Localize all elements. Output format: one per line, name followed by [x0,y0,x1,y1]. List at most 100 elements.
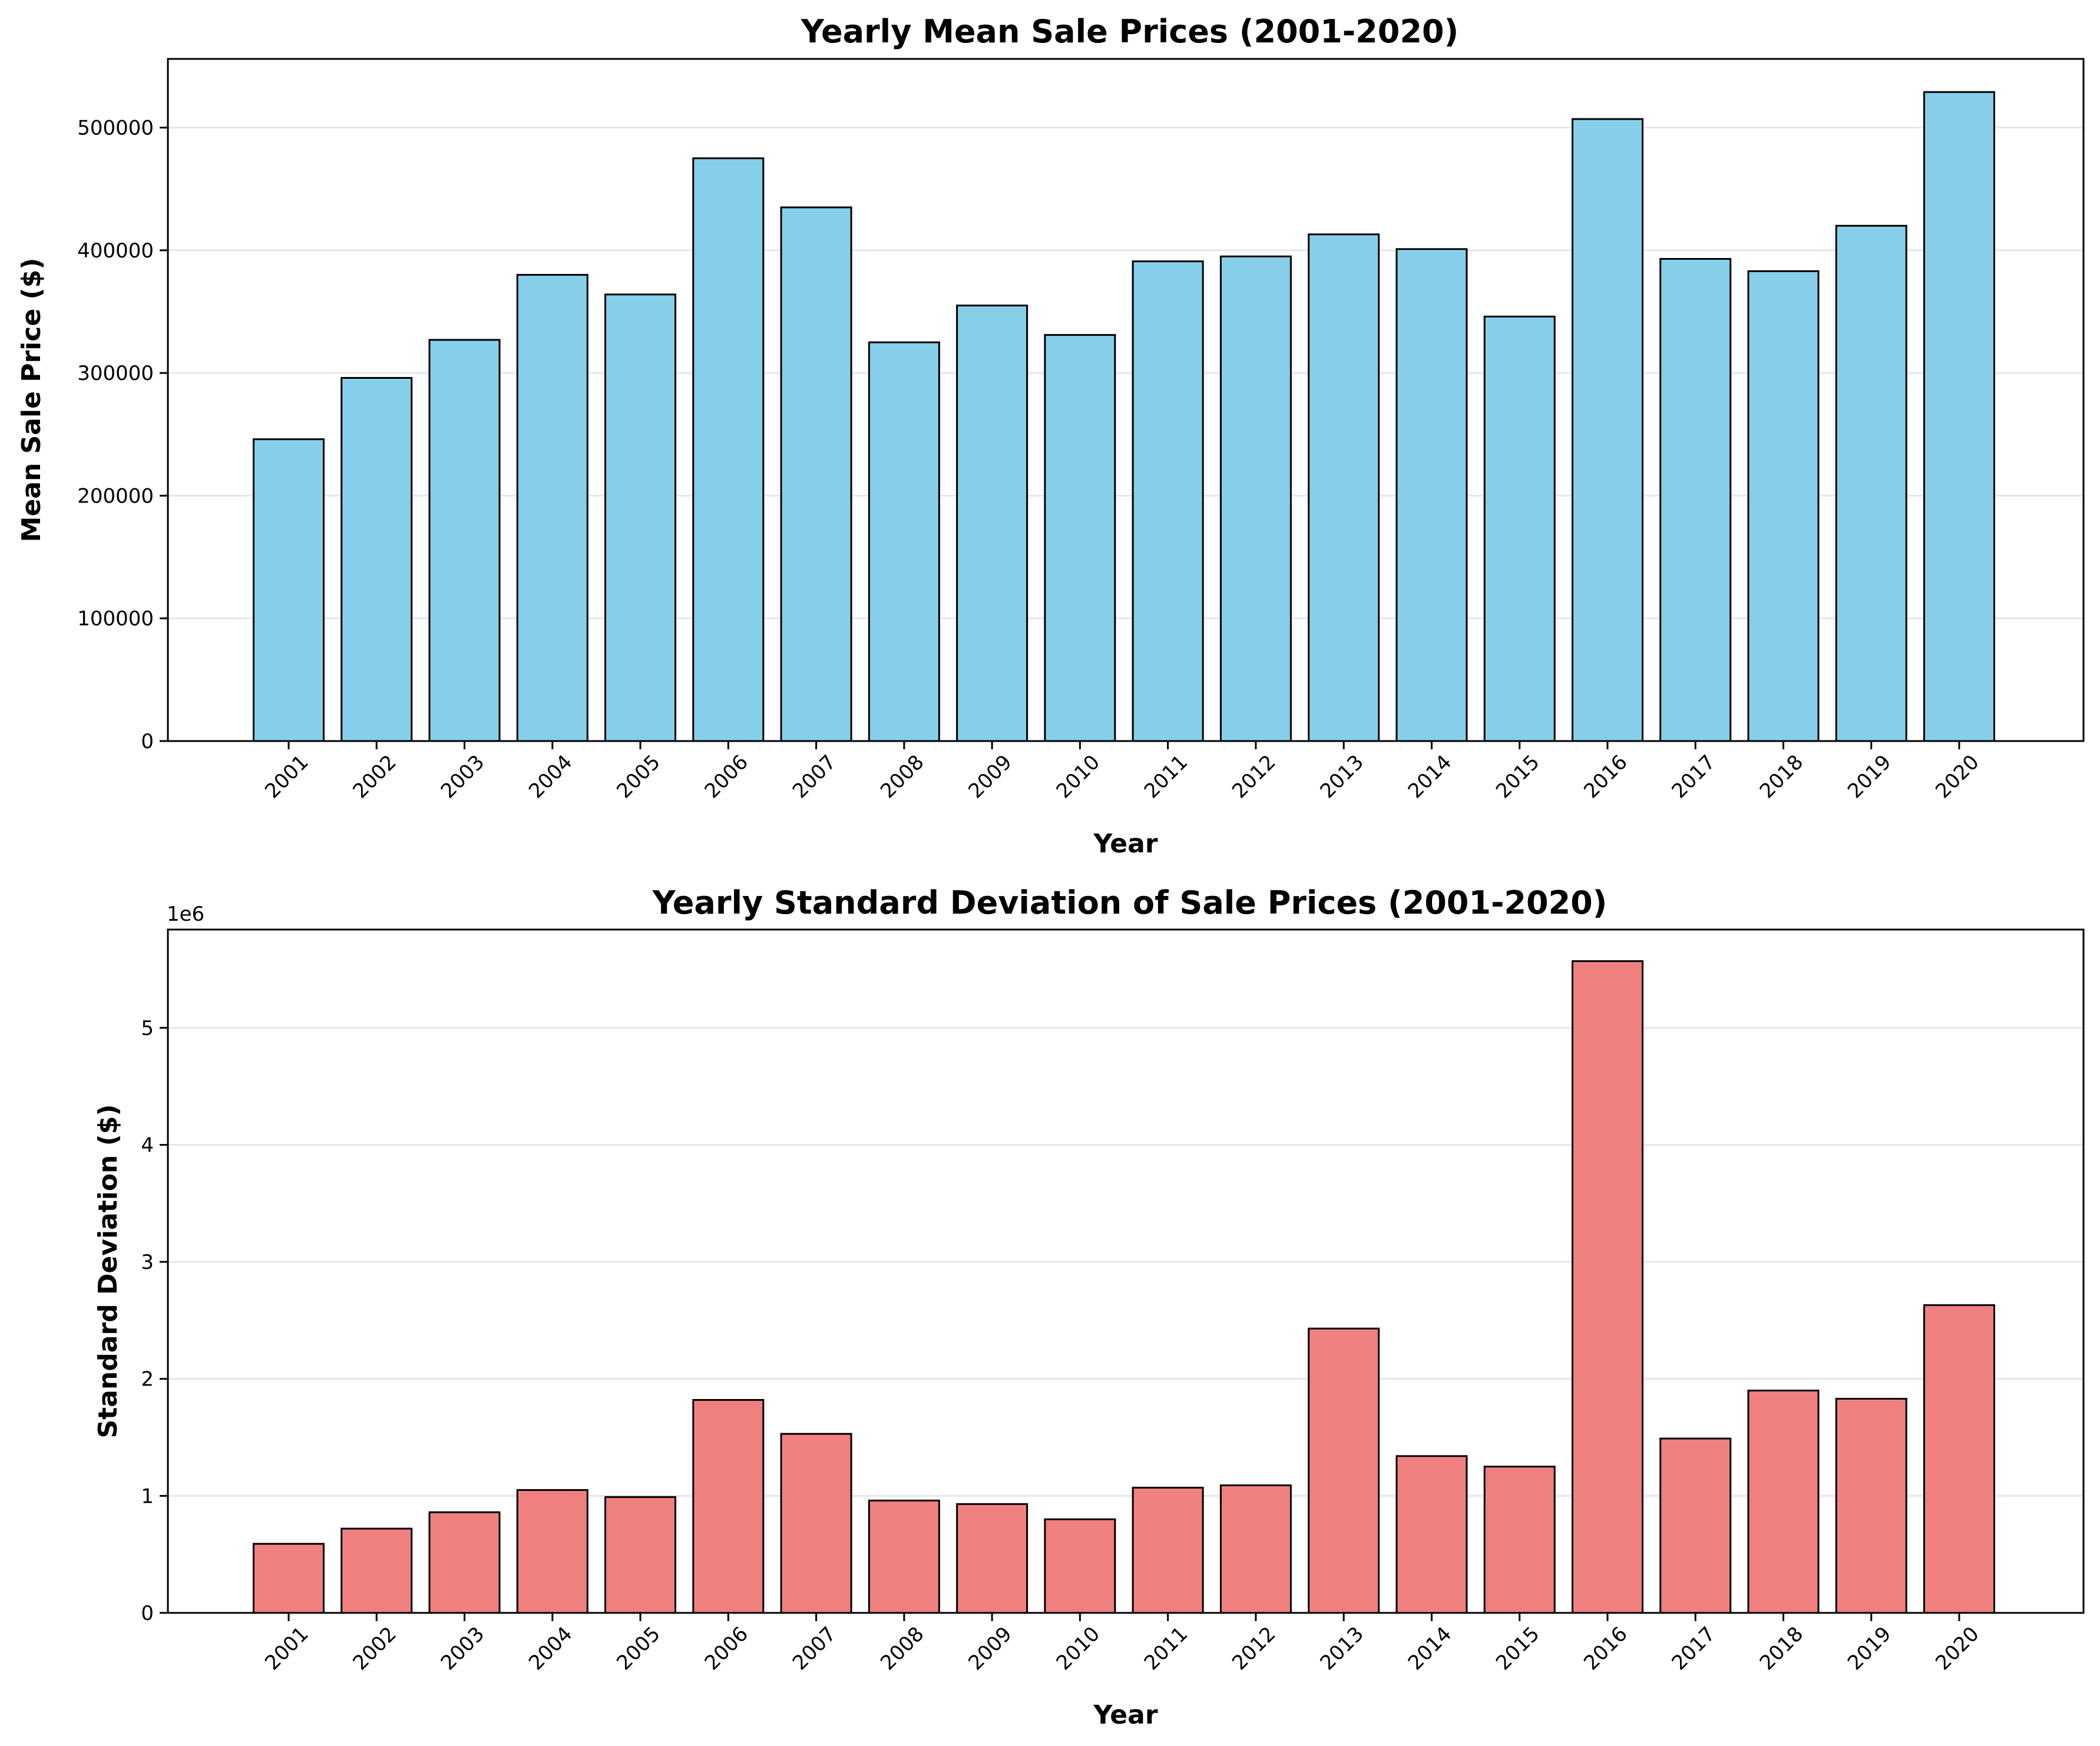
chart-title: Yearly Standard Deviation of Sale Prices… [652,884,1608,921]
y-tick-label: 500000 [77,117,154,140]
bar-2008 [868,341,940,742]
x-tick-label: 2012 [1228,750,1280,803]
x-tick-label: 2002 [349,1622,401,1675]
x-tick-label: 2017 [1667,750,1719,803]
x-tick-label: 2020 [1931,1622,1983,1675]
x-tick-label: 2001 [260,1622,313,1675]
x-tick-label: 2003 [436,1622,489,1675]
y-tick-label: 100000 [77,607,154,631]
bar-2003 [428,339,501,742]
x-tick-label: 2004 [524,750,577,803]
bar-2014 [1395,248,1468,742]
x-tick-label: 2009 [964,750,1016,803]
chart-title: Yearly Mean Sale Prices (2001-2020) [801,13,1459,50]
bar-2010 [1044,334,1116,742]
x-tick-label: 2016 [1579,750,1632,803]
bar-2004 [516,1489,588,1614]
y-tick-label: 4 [141,1133,154,1157]
x-tick-label: 2001 [260,750,313,803]
bars [253,91,1995,742]
bar-2001 [253,1543,325,1614]
x-tick-label: 2017 [1667,1622,1719,1675]
bar-2015 [1483,1466,1556,1614]
bar-2019 [1835,224,1907,742]
bar-2012 [1219,255,1292,742]
bar-2009 [956,305,1028,742]
bar-2014 [1395,1455,1468,1614]
x-ticks: 2001 2002 2003 2004 2005 2006 2007 2008 2009 2010… [260,741,1984,803]
bar-2002 [340,1527,413,1614]
bar-2012 [1219,1484,1292,1614]
x-tick-label: 2007 [788,1622,841,1675]
bar-2020 [1923,1304,1995,1614]
bar-2020 [1923,91,1995,742]
y-tick-label: 3 [141,1251,154,1274]
y-tick-label: 5 [141,1017,154,1040]
bar-2001 [253,438,325,742]
x-tick-label: 2018 [1755,1622,1808,1675]
x-tick-label: 2020 [1931,750,1983,803]
y-axis-label: Mean Sale Price ($) [16,258,47,543]
x-tick-label: 2007 [788,750,841,803]
bar-2019 [1835,1398,1907,1614]
x-tick-label: 2014 [1404,750,1456,803]
y-tick-label: 0 [141,1602,154,1625]
y-tick-label: 2 [141,1368,154,1391]
plot-frame [167,58,2085,742]
x-tick-label: 2010 [1052,750,1104,803]
y-tick-label: 400000 [77,239,154,263]
bar-2016 [1571,118,1643,742]
y-offset-label: 1e6 [167,902,204,926]
bar-2009 [956,1503,1028,1614]
bars [253,960,1995,1614]
x-tick-label: 2009 [964,1622,1016,1675]
x-tick-label: 2019 [1843,750,1896,803]
plot-frame [167,928,2085,1614]
mean-price-chart: Yearly Mean Sale Prices (2001-2020) 0 100… [16,13,2085,859]
bar-2004 [516,274,588,742]
x-tick-label: 2015 [1492,750,1544,803]
bar-2006 [692,157,765,742]
y-tick-label: 1 [141,1484,154,1508]
bar-2006 [692,1398,765,1614]
std-dev-chart: Yearly Standard Deviation of Sale Prices… [93,884,2085,1730]
bar-2017 [1659,257,1732,742]
x-tick-label: 2002 [349,750,401,803]
bar-2010 [1044,1518,1116,1614]
bar-2008 [868,1499,940,1614]
x-tick-label: 2006 [700,1622,753,1675]
x-tick-label: 2019 [1843,1622,1896,1675]
bar-2017 [1659,1437,1732,1614]
y-axis-label: Standard Deviation ($) [93,1104,123,1438]
x-tick-label: 2005 [612,1622,664,1675]
y-ticks: 0 100000 200000 300000 400000 500000 [77,117,168,753]
bar-2016 [1571,960,1643,1614]
x-axis-label: Year [1093,829,1158,859]
y-tick-label: 200000 [77,484,154,508]
bar-2005 [604,1496,677,1614]
y-ticks: 0 1 2 3 4 5 [141,1017,168,1625]
bar-2011 [1132,1486,1204,1614]
x-axis-label: Year [1093,1700,1158,1730]
bar-2018 [1747,1390,1820,1614]
x-tick-label: 2011 [1140,1622,1192,1675]
x-tick-label: 2003 [436,750,489,803]
x-ticks: 2001 2002 2003 2004 2005 2006 2007 2008 2009 2010… [260,1613,1984,1675]
x-tick-label: 2016 [1579,1622,1632,1675]
x-tick-label: 2010 [1052,1622,1104,1675]
bar-2007 [780,206,852,742]
x-tick-label: 2014 [1404,1622,1456,1675]
bar-2011 [1132,260,1204,742]
x-tick-label: 2004 [524,1622,577,1675]
x-tick-label: 2018 [1755,750,1808,803]
x-tick-label: 2005 [612,750,664,803]
x-tick-label: 2013 [1315,750,1368,803]
bar-2007 [780,1433,852,1614]
bar-2013 [1308,233,1380,742]
bar-2018 [1747,270,1820,742]
x-tick-label: 2008 [876,750,928,803]
x-tick-label: 2015 [1492,1622,1544,1675]
bar-2013 [1308,1327,1380,1614]
bar-2005 [604,293,677,742]
